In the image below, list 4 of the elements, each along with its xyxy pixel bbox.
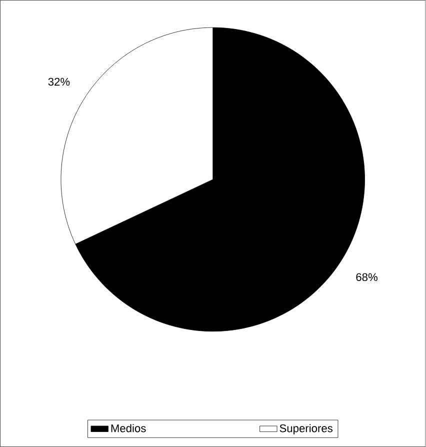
legend-label: Medios [111,424,146,432]
legend-label: Superiores [280,424,333,434]
data-label: 32% [48,78,70,86]
data-label: 68% [356,273,378,282]
